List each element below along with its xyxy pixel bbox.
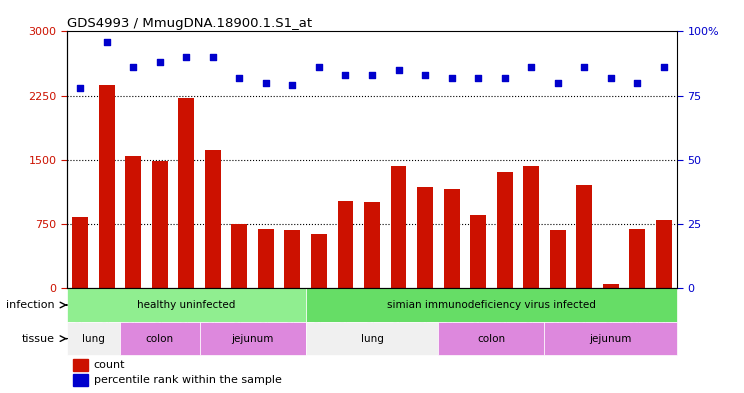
Text: jejunum: jejunum: [589, 334, 632, 343]
Point: [286, 82, 298, 88]
Bar: [72, 217, 89, 288]
Bar: [73, 374, 88, 386]
Bar: [231, 224, 247, 288]
Text: jejunum: jejunum: [231, 334, 274, 343]
Bar: [199, 322, 306, 355]
Point: [207, 54, 219, 60]
Bar: [391, 166, 406, 288]
Point: [419, 72, 431, 78]
Text: colon: colon: [478, 334, 505, 343]
Bar: [443, 189, 460, 288]
Bar: [655, 220, 672, 288]
Point: [180, 54, 192, 60]
Bar: [438, 322, 545, 355]
Bar: [152, 161, 167, 288]
Text: tissue: tissue: [22, 334, 55, 343]
Bar: [577, 185, 592, 288]
Point: [393, 67, 405, 73]
Point: [632, 80, 644, 86]
Point: [446, 75, 458, 81]
Point: [100, 39, 112, 45]
Bar: [306, 288, 677, 322]
Bar: [125, 156, 141, 288]
Point: [552, 80, 564, 86]
Text: lung: lung: [361, 334, 383, 343]
Point: [339, 72, 351, 78]
Bar: [603, 284, 619, 288]
Bar: [99, 84, 115, 288]
Point: [578, 64, 590, 70]
Bar: [417, 187, 433, 288]
Point: [658, 64, 670, 70]
Text: count: count: [94, 360, 125, 370]
Bar: [550, 230, 565, 288]
Bar: [629, 229, 645, 288]
Bar: [67, 322, 120, 355]
Bar: [497, 172, 513, 288]
Text: simian immunodeficiency virus infected: simian immunodeficiency virus infected: [387, 300, 596, 310]
Bar: [523, 166, 539, 288]
Bar: [258, 229, 274, 288]
Text: percentile rank within the sample: percentile rank within the sample: [94, 375, 282, 385]
Point: [605, 75, 617, 81]
Bar: [120, 322, 199, 355]
Bar: [179, 98, 194, 288]
Bar: [338, 201, 353, 288]
Point: [260, 80, 272, 86]
Bar: [73, 359, 88, 371]
Bar: [545, 322, 677, 355]
Bar: [205, 150, 221, 288]
Bar: [284, 230, 301, 288]
Bar: [306, 322, 438, 355]
Text: GDS4993 / MmugDNA.18900.1.S1_at: GDS4993 / MmugDNA.18900.1.S1_at: [67, 17, 312, 30]
Bar: [364, 202, 380, 288]
Point: [127, 64, 139, 70]
Point: [234, 75, 246, 81]
Text: infection: infection: [6, 300, 55, 310]
Point: [498, 75, 510, 81]
Text: lung: lung: [82, 334, 105, 343]
Text: healthy uninfected: healthy uninfected: [137, 300, 236, 310]
Point: [154, 59, 166, 65]
Text: colon: colon: [146, 334, 174, 343]
Point: [366, 72, 378, 78]
Bar: [470, 215, 486, 288]
Point: [472, 75, 484, 81]
Point: [313, 64, 325, 70]
Point: [525, 64, 537, 70]
Bar: [67, 288, 306, 322]
Bar: [311, 234, 327, 288]
Point: [74, 85, 86, 91]
